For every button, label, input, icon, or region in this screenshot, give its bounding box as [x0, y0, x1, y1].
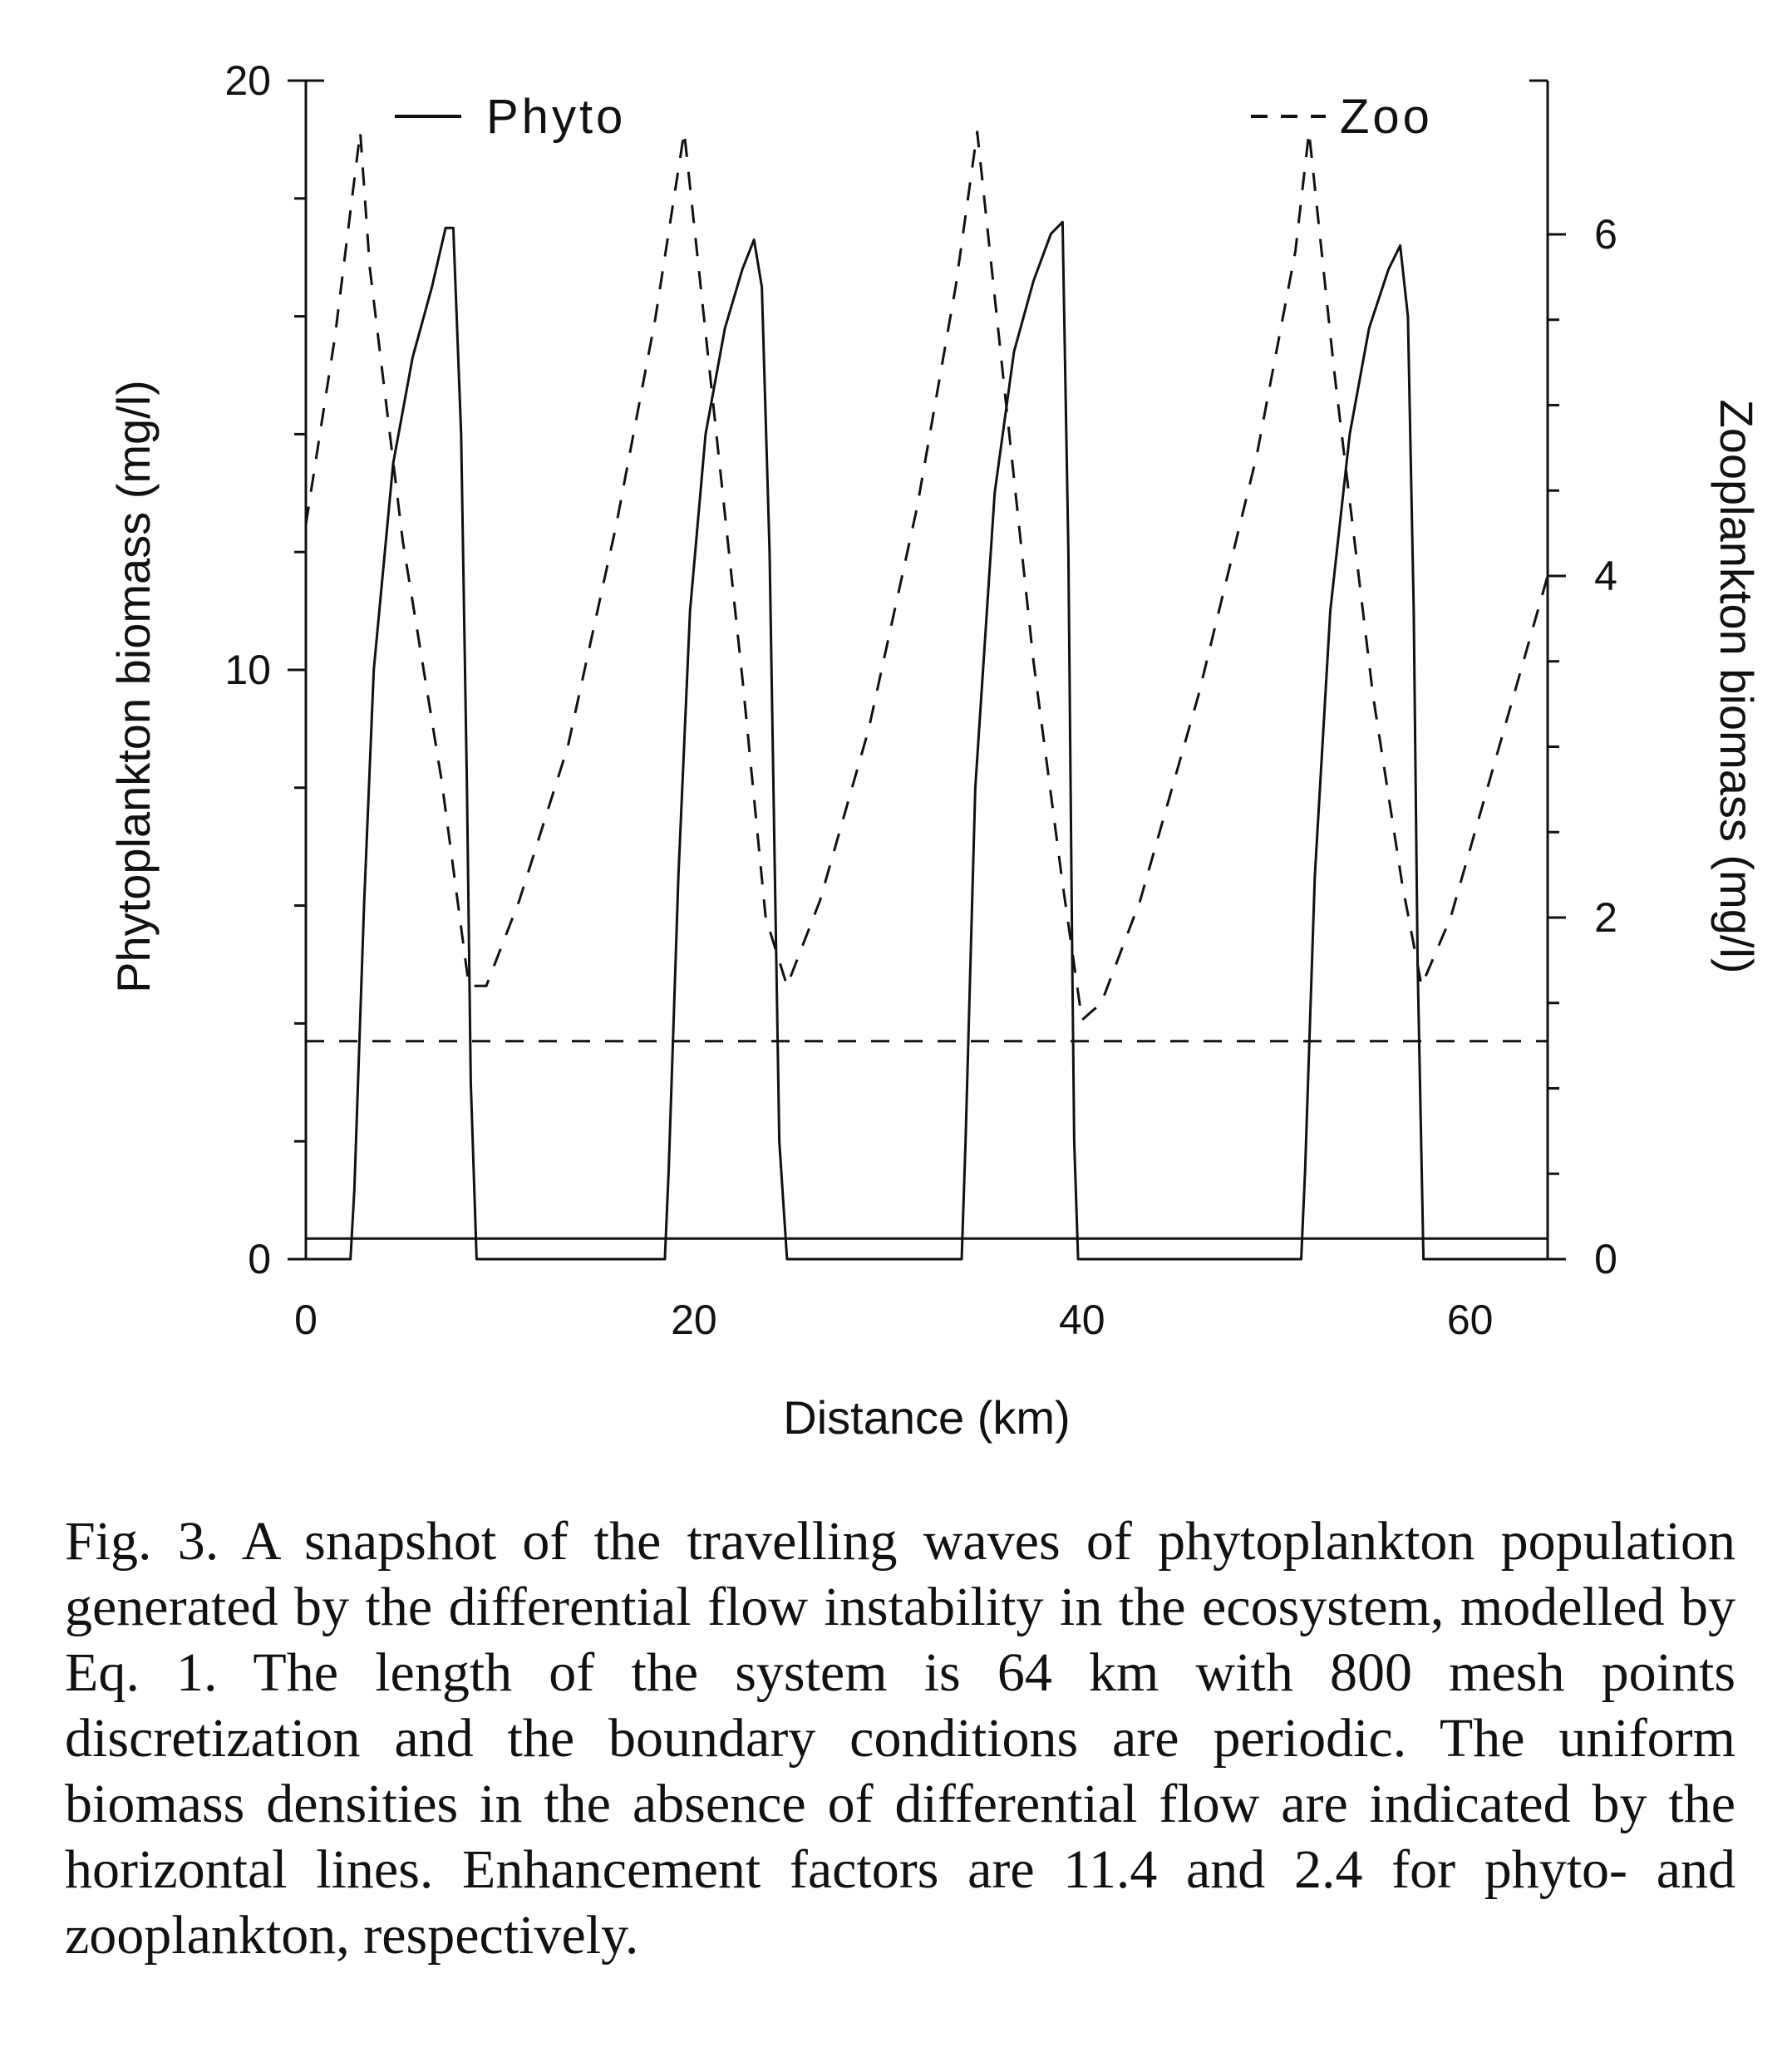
right-y-tick-label: 4 [1594, 553, 1617, 599]
right-y-tick-label: 6 [1594, 211, 1617, 258]
left-y-tick-label: 0 [248, 1236, 271, 1282]
left-y-tick-label: 20 [224, 57, 271, 104]
right-y-tick-label: 0 [1594, 1236, 1617, 1282]
left-y-axis-title: Phytoplankton biomass (mg/l) [107, 380, 160, 993]
series-zoo-line [304, 130, 1549, 1021]
figure-caption: Fig. 3. A snapshot of the travelling wav… [65, 1511, 1735, 1966]
x-tick-label: 60 [1447, 1297, 1494, 1343]
x-tick-label: 0 [294, 1297, 318, 1343]
x-tick-label: 40 [1059, 1297, 1105, 1343]
x-axis-title: Distance (km) [783, 1391, 1070, 1444]
series-phyto-line [306, 220, 1548, 1261]
legend-zoo-label: Zoo [1340, 90, 1433, 144]
right-y-tick-label: 2 [1594, 894, 1617, 941]
series-layer [304, 130, 1549, 1261]
right-y-axis-title: Zooplankton biomass (mg/l) [1711, 400, 1763, 974]
legend-phyto-label: Phyto [486, 90, 626, 144]
axes-layer [288, 79, 1566, 1261]
left-y-tick-label: 10 [224, 647, 271, 693]
x-tick-label: 20 [671, 1297, 717, 1343]
